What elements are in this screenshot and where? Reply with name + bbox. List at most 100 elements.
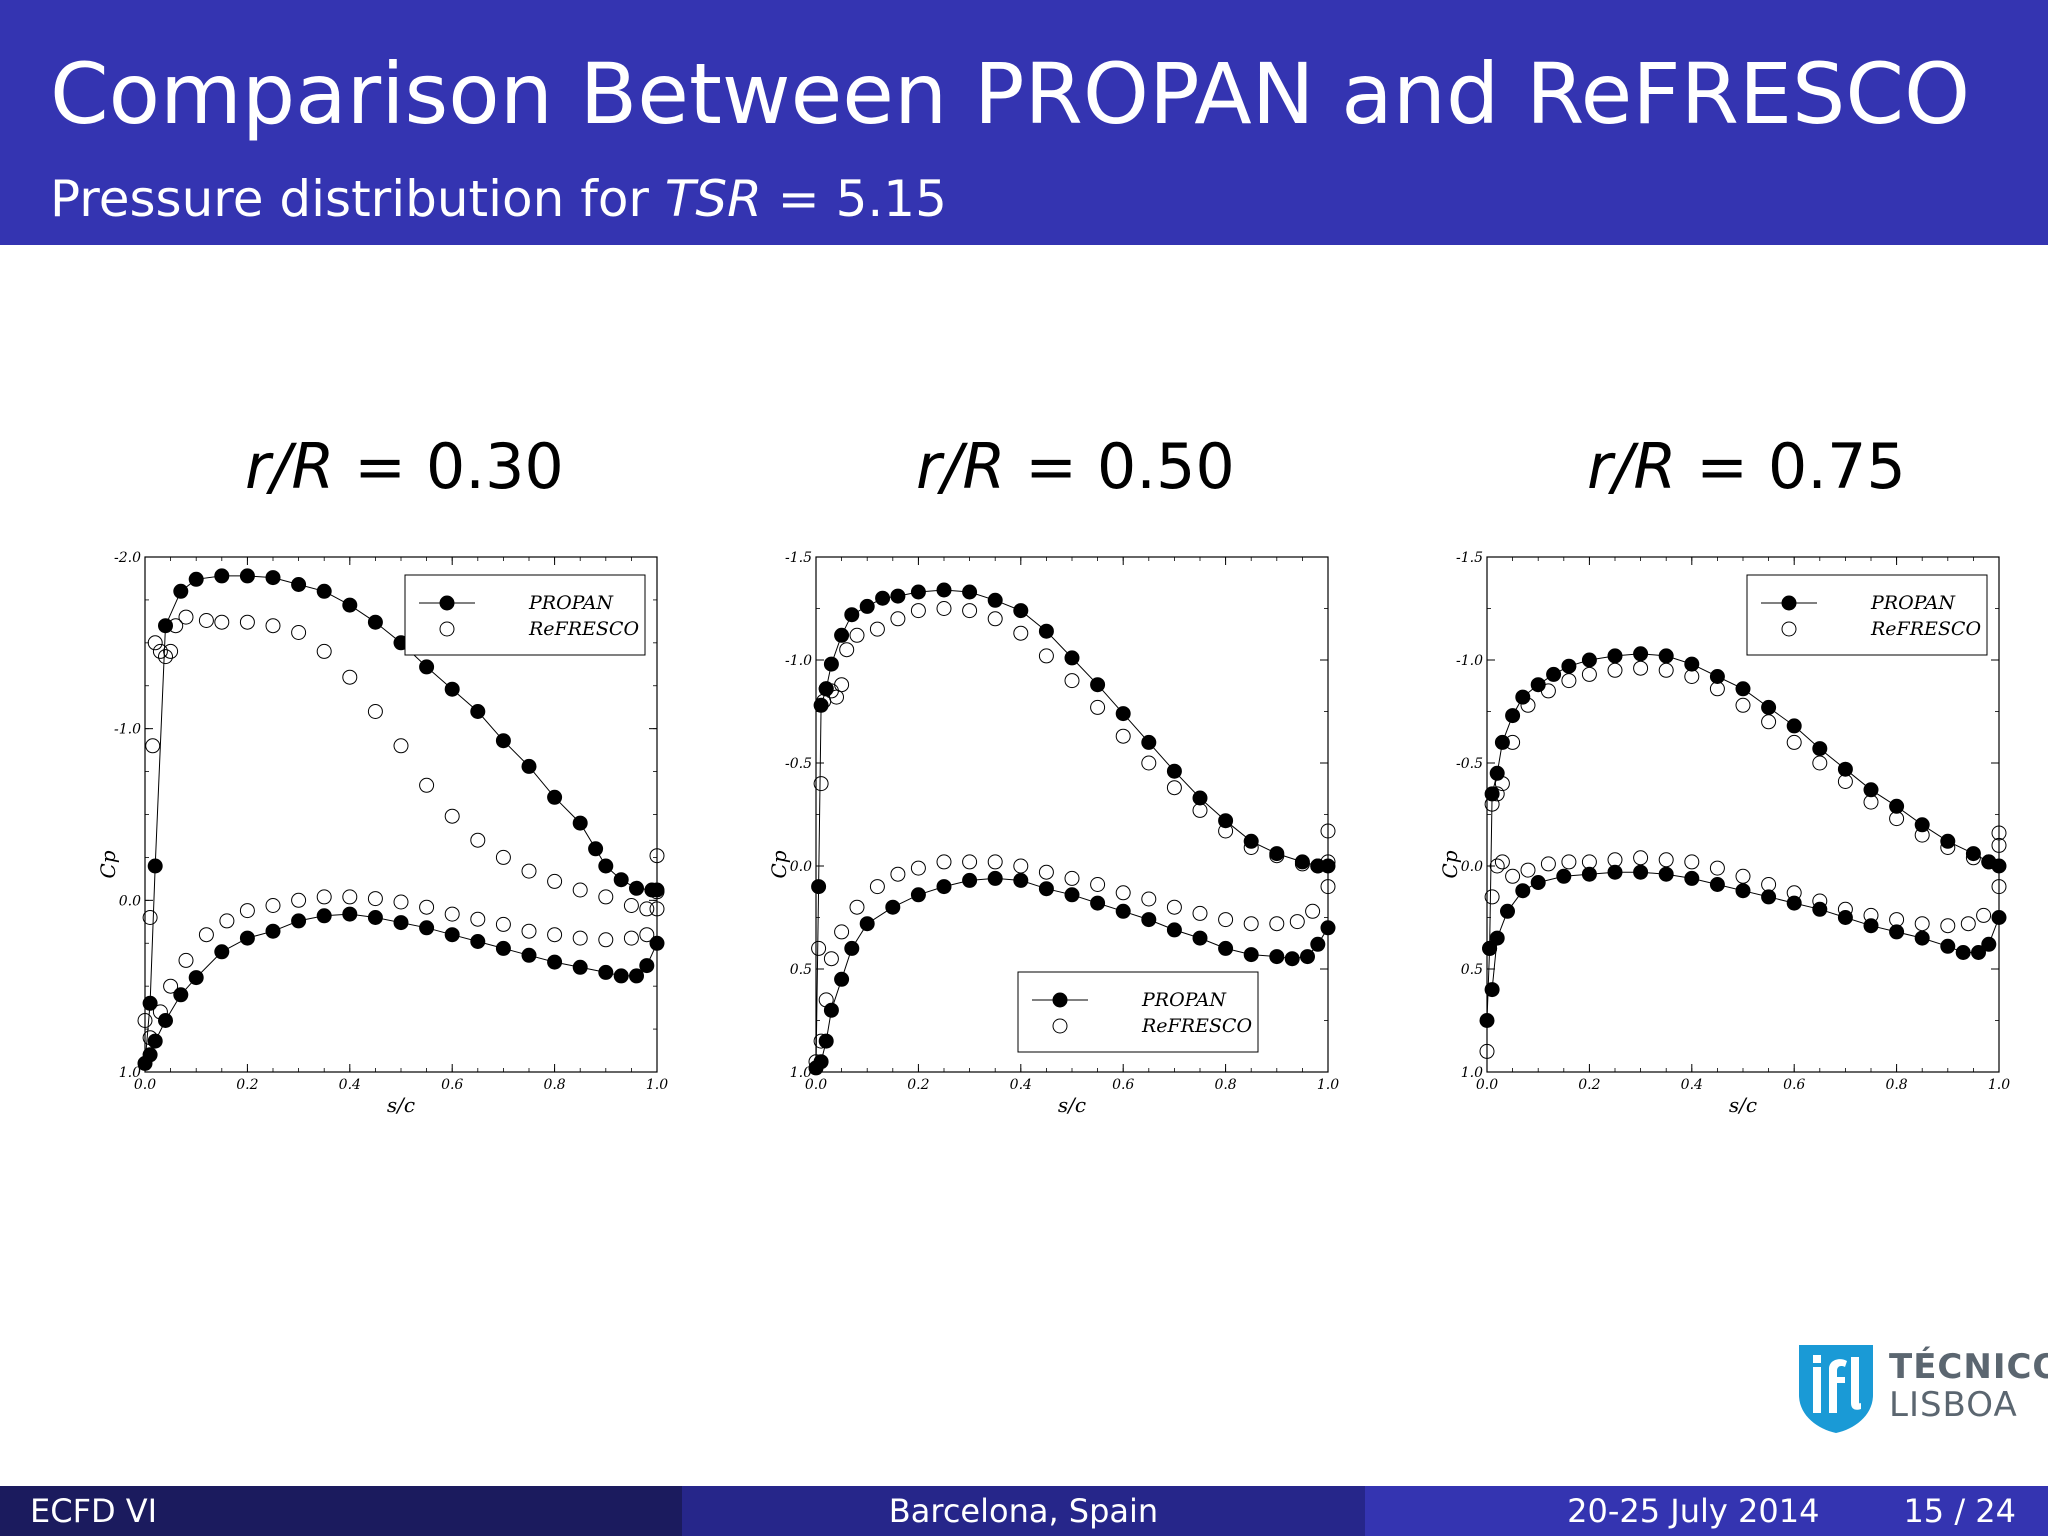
data-point-refresco: [1320, 854, 1336, 870]
data-point-propan: [1500, 903, 1515, 919]
data-point-refresco: [265, 618, 281, 634]
data-point-refresco: [1684, 854, 1700, 870]
data-point-propan: [188, 970, 204, 986]
cp-chart-r050: 0.0 0.2 0.4 0.6 0.8 1.0 -1.5 -1.0 -0.5 0.0 0.5 1.0 s…: [767, 550, 1339, 1117]
data-point-refresco: [1761, 877, 1777, 892]
data-point-refresco: [137, 1013, 153, 1028]
data-point-propan: [859, 916, 875, 932]
data-point-refresco: [1294, 856, 1310, 872]
data-point-refresco: [1561, 854, 1577, 870]
data-point-propan: [1484, 786, 1500, 802]
data-point-refresco: [890, 866, 906, 882]
data-point-refresco: [1482, 940, 1498, 956]
data-point-refresco: [834, 924, 850, 940]
y-axis-label: Cp: [1438, 850, 1462, 878]
data-point-refresco: [1658, 852, 1674, 868]
data-point-propan: [1484, 982, 1500, 998]
data-point-propan: [987, 592, 1003, 608]
data-point-refresco: [1064, 673, 1080, 689]
panel-label-2: r/R = 0.50: [916, 430, 1235, 503]
legend-label-propan: PROPAN: [1870, 592, 1956, 614]
y-tick-label: 0.5: [1461, 962, 1483, 978]
data-point-refresco: [444, 906, 460, 922]
data-point-propan: [444, 927, 460, 943]
data-point-propan: [1709, 669, 1725, 684]
y-tick-label: -1.0: [114, 722, 141, 738]
data-point-propan: [419, 659, 435, 675]
data-point-refresco: [623, 898, 639, 913]
data-point-propan: [265, 570, 281, 586]
data-point-propan: [1218, 813, 1234, 829]
data-point-refresco: [649, 884, 665, 900]
page-number: 15 / 24: [1903, 1492, 2016, 1530]
data-point-propan: [1786, 718, 1802, 734]
data-point-refresco: [572, 882, 588, 898]
data-point-refresco: [393, 738, 409, 754]
footer-right: 20-25 July 2014 15 / 24: [1365, 1486, 2048, 1536]
data-point-propan: [1013, 872, 1029, 888]
data-point-propan: [470, 704, 486, 719]
data-point-refresco: [1658, 662, 1674, 678]
data-point-propan: [910, 887, 926, 903]
data-point-refresco: [1484, 889, 1500, 905]
footer-date: 20-25 July 2014: [1567, 1492, 1820, 1530]
data-point-refresco: [1520, 697, 1536, 713]
data-point-refresco: [1494, 854, 1510, 870]
data-point-propan: [1991, 910, 2007, 925]
data-point-refresco: [1863, 907, 1879, 923]
data-point-propan: [547, 789, 563, 805]
data-point-refresco: [1976, 907, 1992, 923]
data-point-refresco: [1540, 683, 1556, 699]
data-point-propan: [962, 872, 978, 888]
legend-marker-propan: [439, 595, 455, 611]
data-point-propan: [1607, 648, 1623, 664]
data-point-propan: [813, 697, 829, 713]
data-point-refresco: [1243, 916, 1259, 932]
data-point-propan: [1658, 648, 1674, 664]
data-point-propan: [1530, 677, 1546, 693]
data-point-refresco: [367, 891, 383, 907]
data-point-refresco: [316, 889, 332, 905]
x-tick-label: 0.0: [1476, 1077, 1498, 1093]
data-point-refresco: [1269, 916, 1285, 932]
data-point-propan: [419, 920, 435, 936]
x-tick-label: 1.0: [1317, 1077, 1339, 1093]
tecnico-lisboa-logo: TÉCNICO LISBOA: [1797, 1343, 2048, 1435]
y-axis-label: Cp: [767, 850, 791, 878]
data-point-refresco: [291, 892, 307, 908]
data-point-refresco: [198, 613, 214, 628]
data-point-refresco: [316, 643, 332, 659]
data-point-propan: [1064, 887, 1080, 903]
data-point-refresco: [470, 832, 486, 848]
data-point-refresco: [1991, 837, 2007, 853]
data-point-propan: [1684, 870, 1700, 886]
data-point-propan: [1090, 895, 1106, 911]
data-point-propan: [1837, 910, 1853, 925]
data-point-refresco: [1684, 669, 1700, 684]
data-point-refresco: [1735, 868, 1751, 884]
series-line-propan: [149, 913, 658, 1055]
data-point-propan: [1013, 603, 1029, 619]
data-point-propan: [393, 915, 409, 931]
data-point-refresco: [649, 901, 665, 917]
x-tick-label: 0.2: [907, 1077, 929, 1093]
data-point-propan: [1684, 656, 1700, 672]
data-point-refresco: [342, 889, 358, 905]
data-point-refresco: [1115, 885, 1131, 901]
data-point-refresco: [521, 863, 537, 879]
data-point-propan: [1284, 951, 1300, 967]
data-point-refresco: [936, 854, 952, 870]
data-point-refresco: [1965, 850, 1981, 866]
data-point-propan: [521, 947, 537, 963]
data-point-propan: [962, 584, 978, 600]
subtitle-math-var: TSR: [664, 170, 762, 228]
data-point-propan: [1914, 930, 1930, 946]
data-point-propan: [639, 958, 655, 974]
footer-location: Barcelona, Spain: [682, 1486, 1365, 1536]
data-point-refresco: [1561, 673, 1577, 689]
data-point-refresco: [849, 627, 865, 643]
data-point-propan: [936, 582, 952, 598]
data-point-propan: [1965, 846, 1981, 862]
data-point-propan: [613, 968, 629, 984]
logo-word-lisboa: LISBOA: [1889, 1385, 2018, 1425]
